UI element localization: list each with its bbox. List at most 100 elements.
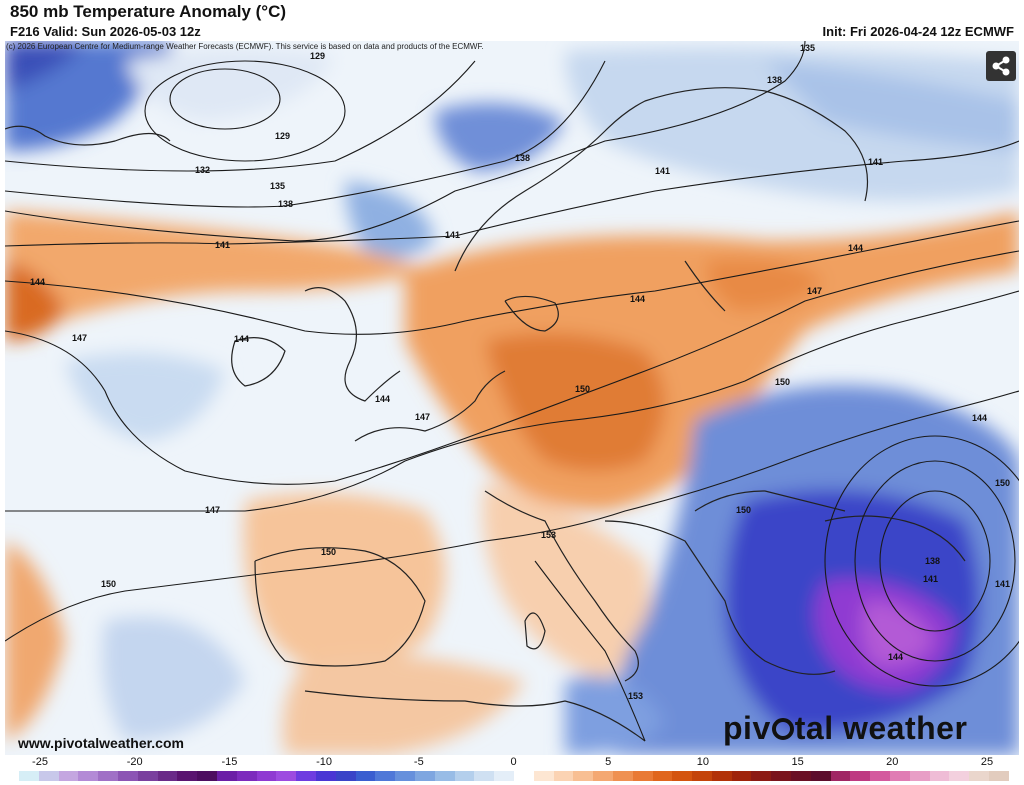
- colorbar-swatch: [375, 771, 396, 781]
- contour-label: 144: [234, 334, 249, 344]
- colorbar-swatch: [533, 771, 554, 781]
- colorbar-swatch: [949, 771, 970, 781]
- colorbar-tick-label: 25: [980, 756, 994, 768]
- colorbar-swatch: [870, 771, 891, 781]
- init-time: Init: Fri 2026-04-24 12z ECMWF: [822, 24, 1014, 39]
- colorbar-swatch: [573, 771, 594, 781]
- contour-label: 147: [807, 286, 822, 296]
- website-link[interactable]: www.pivotalweather.com: [18, 735, 184, 751]
- contour-label: 138: [925, 556, 940, 566]
- contour-label: 129: [275, 131, 290, 141]
- colorbar-swatch: [810, 771, 831, 781]
- colorbar-swatch: [969, 771, 990, 781]
- contour-label: 129: [310, 51, 325, 61]
- contour-label: 141: [445, 230, 460, 240]
- gear-icon: [771, 718, 794, 740]
- colorbar-swatch: [731, 771, 752, 781]
- colorbar-swatch: [632, 771, 653, 781]
- colorbar-swatch: [890, 771, 910, 781]
- copyright-notice: (c) 2026 European Centre for Medium-rang…: [6, 42, 484, 51]
- contour-label: 141: [655, 166, 670, 176]
- colorbar-tick-label: -15: [221, 756, 238, 768]
- colorbar-swatch: [593, 771, 613, 781]
- height-contours: [5, 41, 1019, 742]
- colorbar-swatch: [315, 771, 336, 781]
- contour-label: 144: [375, 394, 390, 404]
- contour-label: 150: [995, 478, 1010, 488]
- contour-label: 147: [415, 412, 430, 422]
- contour-label: 138: [515, 153, 530, 163]
- colorbar-swatch: [711, 771, 732, 781]
- contour-label: 141: [868, 157, 883, 167]
- colorbar-tick-label: 20: [886, 756, 899, 768]
- colorbar-swatch: [909, 771, 930, 781]
- contour-label: 153: [628, 691, 643, 701]
- colorbar-swatch: [256, 771, 277, 781]
- colorbar-swatch: [117, 771, 138, 781]
- colorbar-swatch: [78, 771, 99, 781]
- colorbar-swatch: [474, 771, 495, 781]
- colorbar-swatch: [771, 771, 792, 781]
- colorbar-swatch: [335, 771, 356, 781]
- header: 850 mb Temperature Anomaly (°C) F216 Val…: [0, 0, 1024, 42]
- colorbar-swatch: [38, 771, 59, 781]
- contour-label: 138: [767, 75, 782, 85]
- brand-text-right: tal weather: [794, 710, 968, 746]
- contour-label: 135: [270, 181, 285, 191]
- contour-label: 138: [278, 199, 293, 209]
- colorbar-tick-labels: -25 -20 -15 -10 -5 0 5 10 15 20 25: [0, 756, 1024, 770]
- contour-label: 150: [101, 579, 116, 589]
- colorbar-swatch: [177, 771, 198, 781]
- colorbar-tick-label: 5: [605, 756, 612, 768]
- contour-label: 141: [923, 574, 938, 584]
- colorbar-swatch: [553, 771, 574, 781]
- colorbar-swatch: [98, 771, 118, 781]
- contour-label: 150: [775, 377, 790, 387]
- share-icon: [992, 56, 1010, 76]
- coastlines: [5, 87, 966, 742]
- colorbar-swatch: [296, 771, 316, 781]
- colorbar-tick-label: 0: [510, 756, 517, 768]
- contour-label: 144: [848, 243, 863, 253]
- contour-label: 135: [800, 43, 815, 53]
- map-title: 850 mb Temperature Anomaly (°C): [10, 2, 287, 21]
- contour-label: 150: [575, 384, 590, 394]
- contour-label: 144: [888, 652, 903, 662]
- brand-text-left: piv: [723, 710, 771, 746]
- colorbar-swatch: [652, 771, 673, 781]
- colorbar-swatch: [513, 771, 534, 781]
- contour-label: 132: [195, 165, 210, 175]
- colorbar-swatch: [414, 771, 435, 781]
- colorbar-swatch: [850, 771, 871, 781]
- colorbar-swatch: [612, 771, 633, 781]
- contour-label: 147: [72, 333, 87, 343]
- contour-label: 141: [995, 579, 1010, 589]
- colorbar-tick-label: -20: [126, 756, 143, 768]
- colorbar-swatch: [137, 771, 158, 781]
- colorbar-swatch: [58, 771, 79, 781]
- colorbar-swatch: [791, 771, 811, 781]
- contour-label: 147: [205, 505, 220, 515]
- colorbar-swatch: [157, 771, 178, 781]
- colorbar-swatch: [276, 771, 297, 781]
- contour-label: 150: [321, 547, 336, 557]
- colorbar-tick-label: 15: [791, 756, 804, 768]
- contour-label: 144: [630, 294, 645, 304]
- colorbar-swatch: [929, 771, 950, 781]
- colorbar-swatch: [830, 771, 851, 781]
- colorbar-swatch: [672, 771, 693, 781]
- colorbar-swatch: [692, 771, 712, 781]
- brand-logo: piv tal weather: [723, 710, 967, 747]
- contour-label: 144: [972, 413, 987, 423]
- share-button[interactable]: [986, 51, 1016, 81]
- colorbar-tick-label: -5: [413, 756, 424, 768]
- colorbar-swatch: [197, 771, 217, 781]
- contour-label: 153: [541, 530, 556, 540]
- colorbar-swatch: [989, 771, 1009, 781]
- contour-label: 141: [215, 240, 230, 250]
- colorbar-swatch: [355, 771, 376, 781]
- contour-label: 144: [30, 277, 45, 287]
- colorbar-swatch: [494, 771, 514, 781]
- weather-map[interactable]: 129 129 132 135 135 138 138 138 138 141 …: [5, 41, 1019, 755]
- contour-label: 150: [736, 505, 751, 515]
